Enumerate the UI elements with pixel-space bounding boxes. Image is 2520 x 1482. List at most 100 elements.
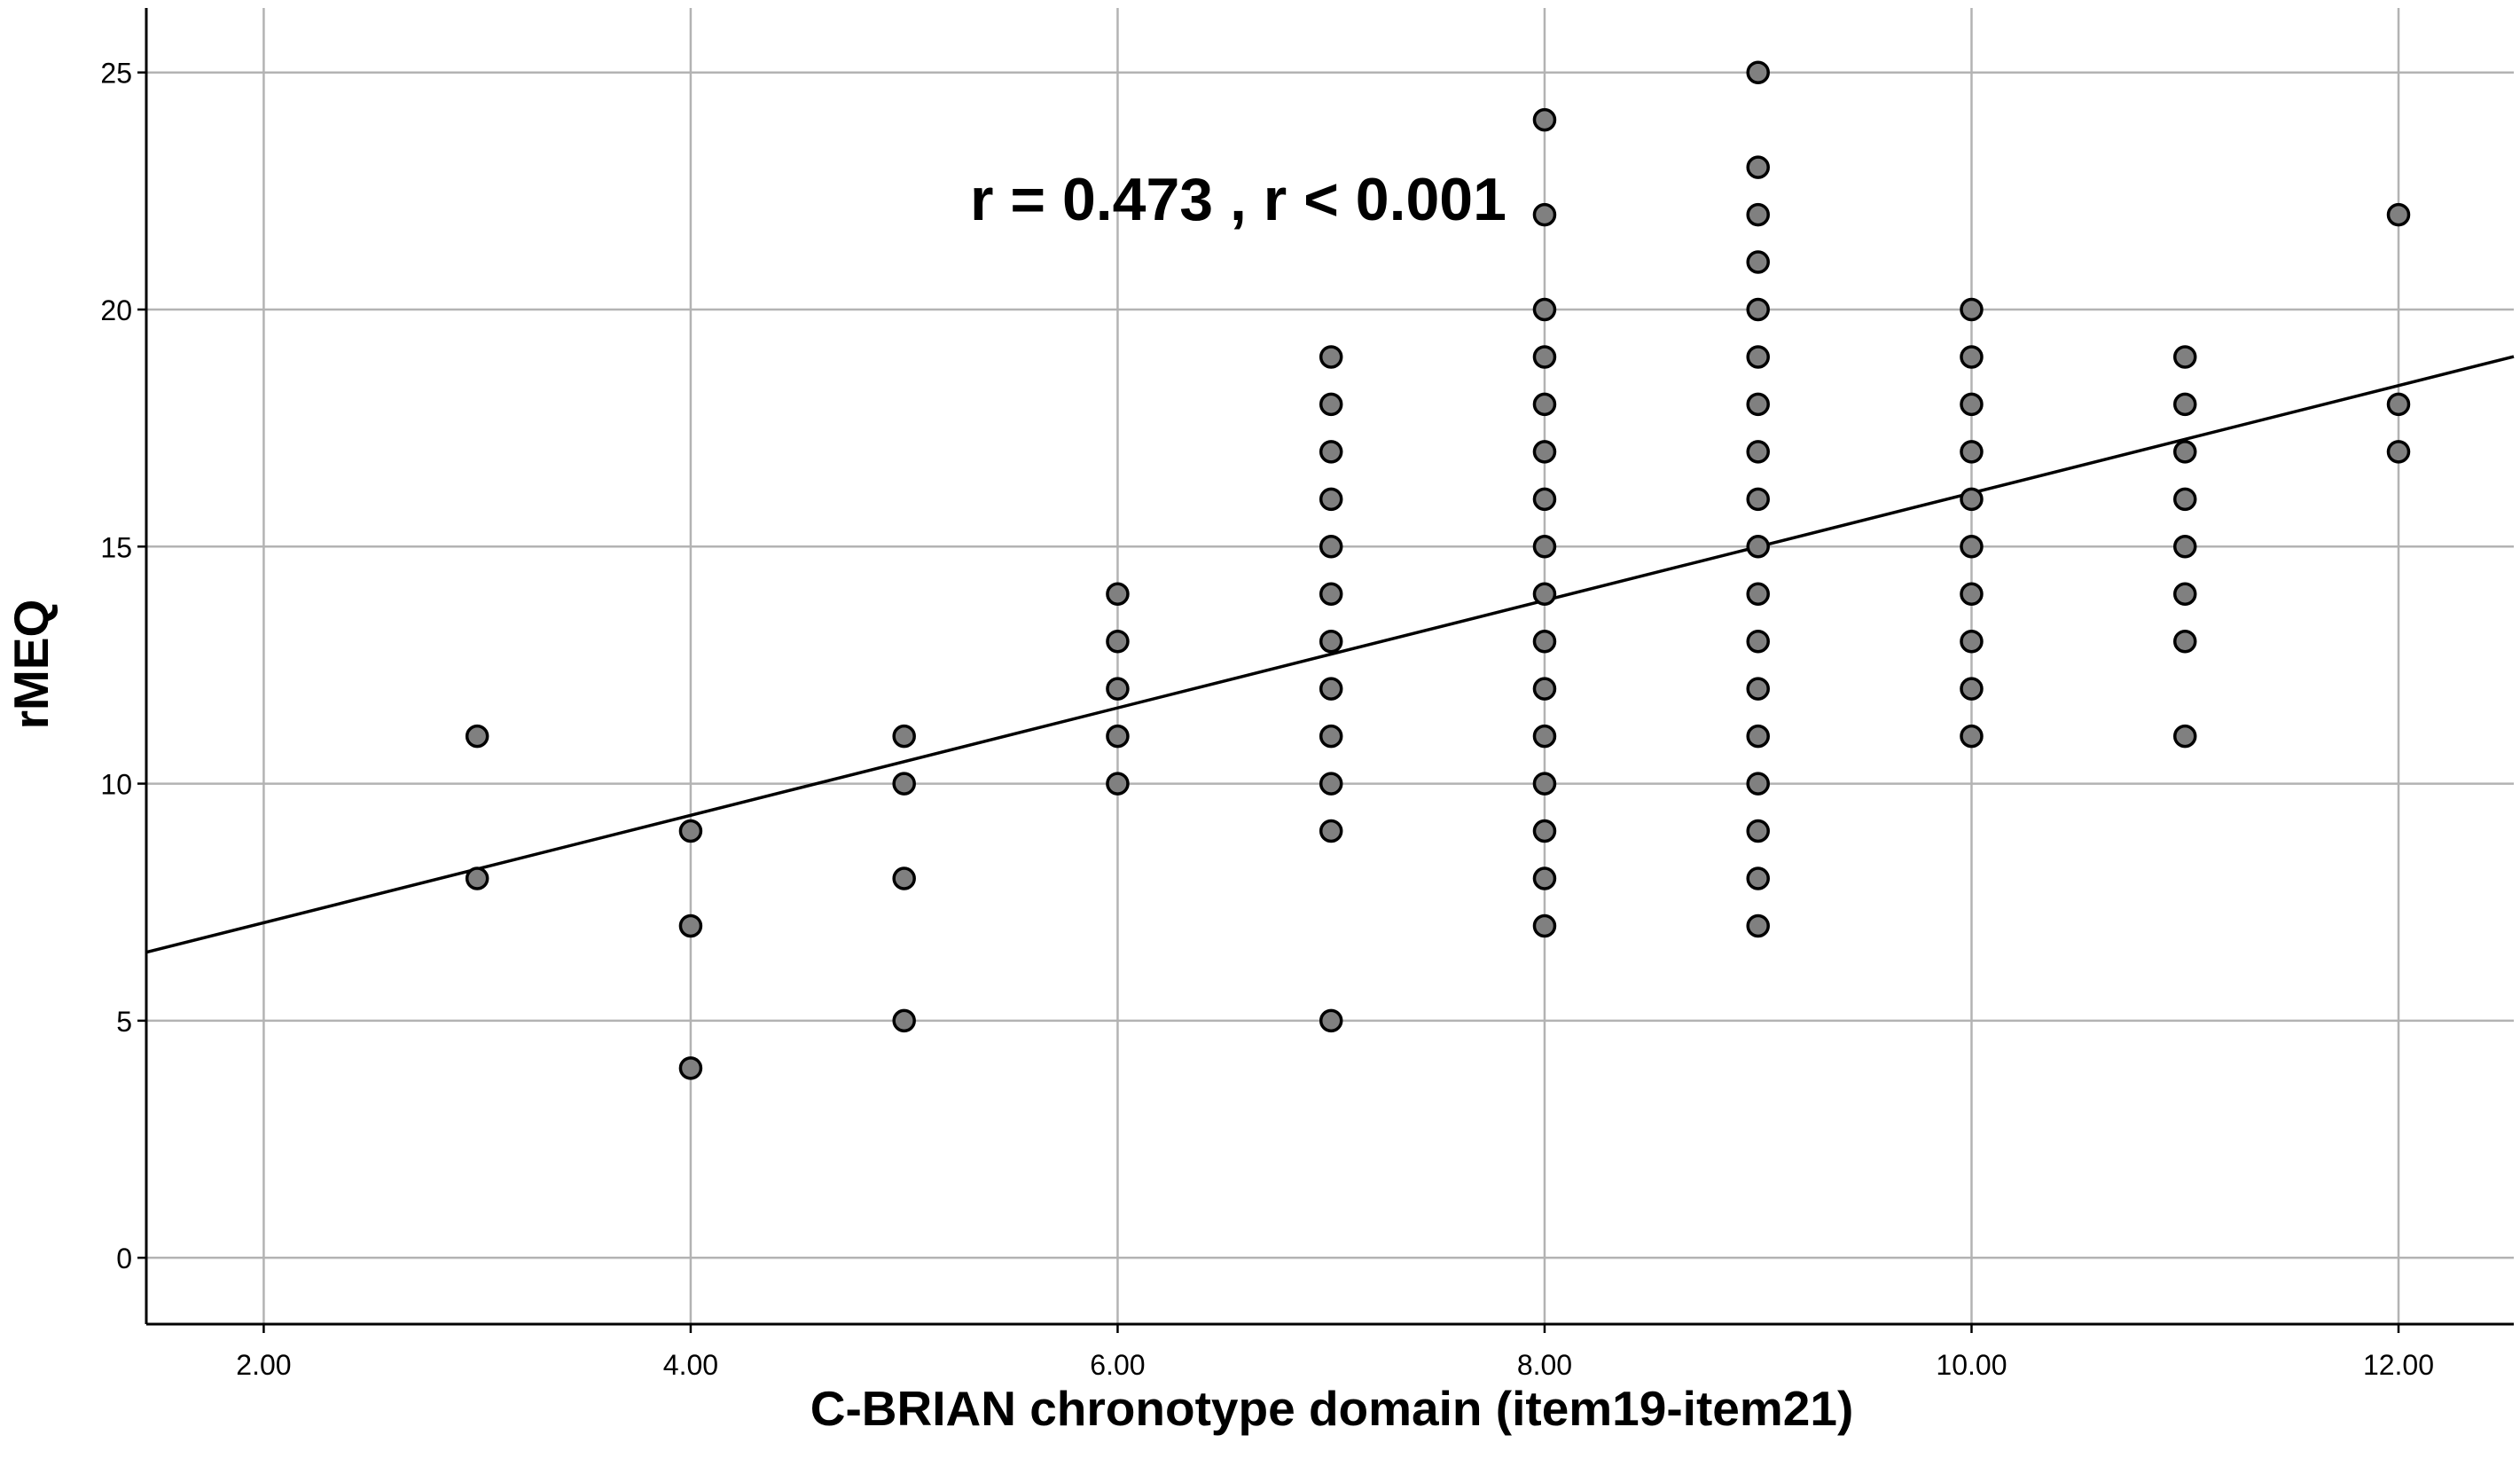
data-point (1960, 724, 1984, 749)
data-point (2172, 535, 2197, 559)
x-tick-label: 8.00 (1517, 1349, 1572, 1381)
data-point (1319, 724, 1343, 749)
data-point (1532, 535, 1557, 559)
data-point (1746, 345, 1770, 369)
data-point (1960, 392, 1984, 417)
x-tick-label: 12.00 (2363, 1349, 2434, 1381)
data-point (678, 914, 703, 938)
data-point (1532, 487, 1557, 512)
data-point (1960, 582, 1984, 606)
data-point (1532, 724, 1557, 749)
data-point (1532, 819, 1557, 843)
data-point (1746, 60, 1770, 84)
data-point (1746, 250, 1770, 274)
data-point (892, 1008, 916, 1033)
data-point (2172, 440, 2197, 464)
y-tick-label: 0 (116, 1243, 132, 1274)
data-point (2172, 345, 2197, 369)
data-point (1319, 772, 1343, 796)
data-point (1746, 487, 1770, 512)
data-point (2386, 202, 2411, 227)
y-tick-label: 15 (100, 531, 132, 563)
y-tick-label: 10 (100, 769, 132, 801)
data-point (1960, 677, 1984, 701)
data-point (1746, 582, 1770, 606)
data-point (1746, 677, 1770, 701)
data-point (2172, 392, 2197, 417)
data-point (1532, 107, 1557, 132)
data-point (2172, 629, 2197, 654)
correlation-annotation: r = 0.473 , r < 0.001 (970, 166, 1507, 233)
data-point (1532, 629, 1557, 654)
data-point (1960, 535, 1984, 559)
data-point (1746, 819, 1770, 843)
data-point (1532, 772, 1557, 796)
data-point (2172, 724, 2197, 749)
data-point (1746, 440, 1770, 464)
x-tick-label: 4.00 (663, 1349, 718, 1381)
data-point (2172, 582, 2197, 606)
x-axis-title: C-BRIAN chronotype domain (item19-item21… (810, 1381, 1854, 1436)
data-point (1319, 819, 1343, 843)
y-axis-title: rMEQ (4, 600, 59, 730)
x-tick-label: 6.00 (1090, 1349, 1145, 1381)
data-point (1532, 392, 1557, 417)
data-point (1106, 629, 1130, 654)
data-point (2386, 440, 2411, 464)
data-point (1746, 772, 1770, 796)
x-tick-label: 10.00 (1936, 1349, 2007, 1381)
data-point (1746, 297, 1770, 322)
data-point (1532, 345, 1557, 369)
data-point (678, 1056, 703, 1080)
data-point (1746, 202, 1770, 227)
data-point (1319, 1008, 1343, 1033)
data-point (1319, 440, 1343, 464)
data-points (465, 60, 2411, 1080)
data-point (1532, 297, 1557, 322)
data-point (2172, 487, 2197, 512)
data-point (1106, 724, 1130, 749)
data-point (1746, 392, 1770, 417)
data-point (2386, 392, 2411, 417)
data-point (1960, 629, 1984, 654)
data-point (678, 819, 703, 843)
data-point (1960, 440, 1984, 464)
data-point (1106, 582, 1130, 606)
data-point (1960, 487, 1984, 512)
data-point (1319, 629, 1343, 654)
data-point (1532, 914, 1557, 938)
data-point (1319, 677, 1343, 701)
y-tick-label: 25 (100, 58, 132, 90)
data-point (1746, 155, 1770, 179)
data-point (1319, 487, 1343, 512)
data-point (892, 772, 916, 796)
tick-labels: 2.00 4.00 6.00 8.00 10.00 12.00 0 5 10 15 20 25 (100, 58, 2434, 1381)
data-point (1319, 392, 1343, 417)
y-tick-label: 5 (116, 1006, 132, 1038)
data-point (465, 724, 489, 749)
data-point (1960, 345, 1984, 369)
data-point (892, 866, 916, 890)
axes (137, 8, 2514, 1333)
y-tick-label: 20 (100, 294, 132, 326)
data-point (1106, 772, 1130, 796)
data-point (1746, 866, 1770, 890)
data-point (1532, 677, 1557, 701)
data-point (1532, 582, 1557, 606)
regression-line (145, 355, 2515, 954)
regression-line-layer (145, 355, 2515, 954)
data-point (1746, 914, 1770, 938)
data-point (465, 866, 489, 890)
data-point (1532, 202, 1557, 227)
data-point (1319, 345, 1343, 369)
data-point (892, 724, 916, 749)
data-point (1960, 297, 1984, 322)
data-point (1319, 535, 1343, 559)
data-point (1746, 724, 1770, 749)
data-point (1532, 440, 1557, 464)
data-point (1106, 677, 1130, 701)
data-point (1319, 582, 1343, 606)
data-point (1746, 535, 1770, 559)
